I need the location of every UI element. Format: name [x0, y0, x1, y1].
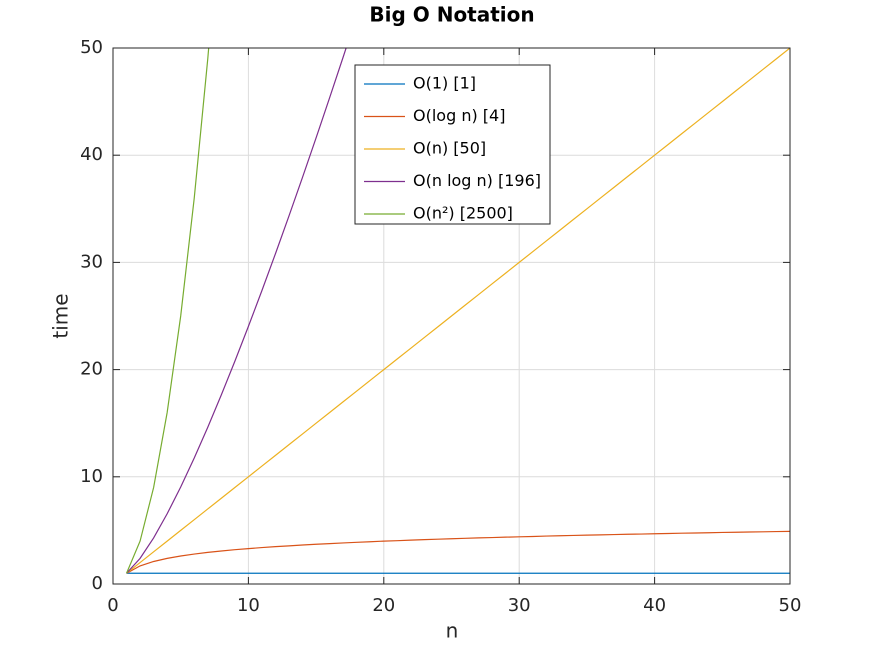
x-tick-label: 40 [643, 595, 666, 616]
legend-label: O(n log n) [196] [413, 171, 541, 190]
series-line [126, 48, 347, 574]
x-tick-label: 20 [372, 595, 395, 616]
series-line [126, 530, 790, 574]
series-line [125, 48, 210, 574]
legend: O(1) [1] O(log n) [4] O(n) [50] O(n log n) … [354, 64, 551, 225]
legend-label: O(n²) [2500] [413, 204, 513, 223]
y-tick-label: 50 [80, 37, 103, 58]
y-tick-label: 20 [80, 359, 103, 380]
legend-box [354, 64, 551, 225]
legend-label: O(log n) [4] [413, 106, 505, 125]
x-tick-label: 50 [779, 595, 802, 616]
axes-box [112, 47, 791, 585]
x-tick-label: 30 [508, 595, 531, 616]
series-line [126, 48, 790, 574]
y-tick-label: 30 [80, 251, 103, 272]
y-tick-label: 0 [92, 573, 103, 594]
y-tick-label: 40 [80, 144, 103, 165]
x-axis-label: n [446, 619, 459, 643]
y-axis-label: time [49, 293, 73, 338]
x-tick-label: 0 [107, 595, 118, 616]
plot-lines [125, 48, 790, 574]
x-tick-label: 10 [237, 595, 260, 616]
legend-label: O(1) [1] [413, 74, 476, 93]
legend-label: O(n) [50] [413, 139, 486, 158]
y-tick-label: 10 [80, 466, 103, 487]
chart-title: Big O Notation [369, 3, 534, 27]
